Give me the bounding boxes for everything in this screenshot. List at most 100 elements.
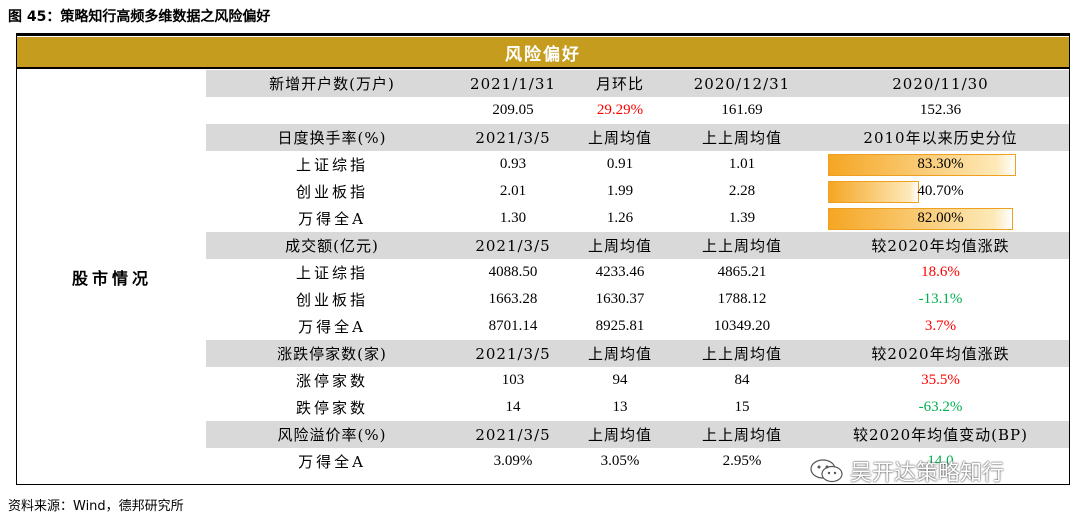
table-cell: 161.69 bbox=[721, 102, 763, 118]
top-rule bbox=[16, 33, 1070, 35]
table-cell: 上证综指 bbox=[295, 264, 368, 282]
table-cell: 2.28 bbox=[728, 183, 756, 199]
table-row: 209.05 29.29% 161.69 152.36 bbox=[206, 97, 1069, 124]
table-cell: 月环比 bbox=[595, 75, 644, 93]
table-cell: 14 bbox=[505, 399, 521, 415]
table-cell: 新增开户数(万户) bbox=[269, 75, 395, 93]
table-cell: 1630.37 bbox=[595, 291, 645, 307]
table-cell: -63.2% bbox=[918, 399, 963, 415]
table-cell: 4233.46 bbox=[595, 264, 645, 280]
watermark: 吴开达策略知行 bbox=[810, 455, 1004, 487]
table-cell: 152.36 bbox=[919, 102, 962, 118]
table-cell: 1788.12 bbox=[717, 291, 767, 307]
table-cell: 上上周均值 bbox=[701, 237, 782, 255]
percentile-bar: 40.70% bbox=[827, 180, 1054, 203]
table-row: 创业板指 1663.28 1630.37 1788.12 -13.1% bbox=[206, 286, 1069, 313]
table-cell: 2020/11/30 bbox=[892, 74, 989, 93]
table-cell: 2021/3/5 bbox=[475, 236, 551, 255]
table-row: 上证综指 4088.50 4233.46 4865.21 18.6% bbox=[206, 259, 1069, 286]
table-header-row: 成交额(亿元) 2021/3/5 上周均值 上上周均值 较2020年均值涨跌 bbox=[206, 232, 1069, 259]
table-row: 万得全A 1.30 1.26 1.39 82.00% bbox=[206, 205, 1069, 232]
table-cell: 2021/1/31 bbox=[470, 74, 556, 93]
table-cell: 83.30% bbox=[812, 151, 1069, 178]
table-cell: 上上周均值 bbox=[701, 426, 782, 444]
table-header-row: 新增开户数(万户) 2021/1/31 月环比 2020/12/31 2020/11/3… bbox=[206, 70, 1069, 97]
data-table: 新增开户数(万户) 2021/1/31 月环比 2020/12/31 2020/11/3… bbox=[206, 70, 1069, 475]
table-cell: 1.01 bbox=[728, 156, 756, 172]
percentile-value: 83.30% bbox=[917, 156, 964, 172]
table-cell: 2020/12/31 bbox=[693, 74, 791, 93]
table-cell: 上上周均值 bbox=[701, 345, 782, 363]
table-cell: 上周均值 bbox=[587, 426, 652, 444]
table-cell: 上上周均值 bbox=[701, 129, 782, 147]
table-row: 涨停家数 103 94 84 35.5% bbox=[206, 367, 1069, 394]
wechat-icon bbox=[810, 459, 844, 483]
table-cell: 13 bbox=[612, 399, 628, 415]
table-cell: 成交额(亿元) bbox=[285, 237, 379, 255]
table-cell: 3.05% bbox=[600, 453, 640, 469]
table-cell: 35.5% bbox=[921, 372, 960, 388]
table-cell: 万得全A bbox=[298, 453, 366, 471]
table-cell: 209.05 bbox=[492, 102, 534, 118]
table-header-row: 日度换手率(%) 2021/3/5 上周均值 上上周均值 2010年以来历史分位 bbox=[206, 124, 1069, 151]
table-cell: 创业板指 bbox=[295, 291, 368, 309]
percentile-bar-fill bbox=[827, 153, 1016, 176]
table-cell: 1.39 bbox=[728, 210, 756, 226]
table-cell: 万得全A bbox=[298, 210, 366, 228]
table-cell: 0.93 bbox=[499, 156, 527, 172]
table-cell: 1.26 bbox=[606, 210, 634, 226]
table-cell: 82.00% bbox=[812, 205, 1069, 232]
table-cell: 0.91 bbox=[606, 156, 634, 172]
table-cell: 万得全A bbox=[298, 318, 366, 336]
table-cell: 4088.50 bbox=[488, 264, 538, 280]
table-cell: 2.01 bbox=[499, 183, 527, 199]
percentile-bar: 83.30% bbox=[827, 153, 1054, 176]
side-label: 股市情况 bbox=[71, 268, 152, 288]
table-cell: 日度换手率(%) bbox=[277, 129, 387, 147]
table-cell: 涨停家数 bbox=[295, 372, 368, 390]
table-cell: 较2020年均值涨跌 bbox=[871, 237, 1010, 255]
table-row: 万得全A 3.09% 3.05% 2.95% 14.0 bbox=[206, 448, 1069, 475]
table-cell: 103 bbox=[501, 372, 525, 388]
table-cell: 8925.81 bbox=[595, 318, 645, 334]
table-cell: 跌停家数 bbox=[295, 399, 368, 417]
table-cell: 15 bbox=[734, 399, 750, 415]
table-cell: 上证综指 bbox=[295, 156, 368, 174]
table-header-row: 涨跌停家数(家) 2021/3/5 上周均值 上上周均值 较2020年均值涨跌 bbox=[206, 340, 1069, 367]
table-cell: 2010年以来历史分位 bbox=[863, 129, 1018, 147]
table-cell: 1.99 bbox=[606, 183, 634, 199]
table-cell: 29.29% bbox=[596, 102, 644, 118]
table-row: 上证综指 0.93 0.91 1.01 83.30% bbox=[206, 151, 1069, 178]
table-cell: 上周均值 bbox=[587, 237, 652, 255]
table-row: 万得全A 8701.14 8925.81 10349.20 3.7% bbox=[206, 313, 1069, 340]
table-cell: 风险溢价率(%) bbox=[277, 426, 387, 444]
percentile-bar: 82.00% bbox=[827, 207, 1054, 230]
table-cell: 40.70% bbox=[812, 178, 1069, 205]
table-cell: 3.09% bbox=[493, 453, 533, 469]
table-row: 创业板指 2.01 1.99 2.28 40.70% bbox=[206, 178, 1069, 205]
watermark-text: 吴开达策略知行 bbox=[850, 461, 1005, 486]
table-cell: 2021/3/5 bbox=[475, 128, 551, 147]
table-cell: 10349.20 bbox=[713, 318, 771, 334]
table-header-row: 风险溢价率(%) 2021/3/5 上周均值 上上周均值 较2020年均值变动(BP) bbox=[206, 421, 1069, 448]
header-rule bbox=[17, 67, 1069, 69]
table-cell: 涨跌停家数(家) bbox=[277, 345, 387, 363]
table-cell: 创业板指 bbox=[295, 183, 368, 201]
table-cell: 1.30 bbox=[499, 210, 527, 226]
table-cell: 3.7% bbox=[924, 318, 957, 334]
table-cell: 14.0 bbox=[927, 453, 954, 469]
table-cell bbox=[206, 97, 458, 124]
source-note: 资料来源：Wind，德邦研究所 bbox=[8, 499, 184, 514]
table-cell: 2021/3/5 bbox=[475, 425, 551, 444]
table-cell: 18.6% bbox=[921, 264, 960, 280]
table-cell: 较2020年均值变动(BP) bbox=[853, 426, 1028, 444]
table-frame bbox=[16, 35, 1070, 485]
table-cell: 84 bbox=[734, 372, 750, 388]
table-cell: 2.95% bbox=[722, 453, 762, 469]
percentile-bar-fill bbox=[827, 180, 920, 203]
table-cell: 4865.21 bbox=[717, 264, 767, 280]
table-cell: 上周均值 bbox=[587, 345, 652, 363]
table-cell: 8701.14 bbox=[488, 318, 538, 334]
percentile-value: 82.00% bbox=[917, 210, 964, 226]
table-cell: 上周均值 bbox=[587, 129, 652, 147]
